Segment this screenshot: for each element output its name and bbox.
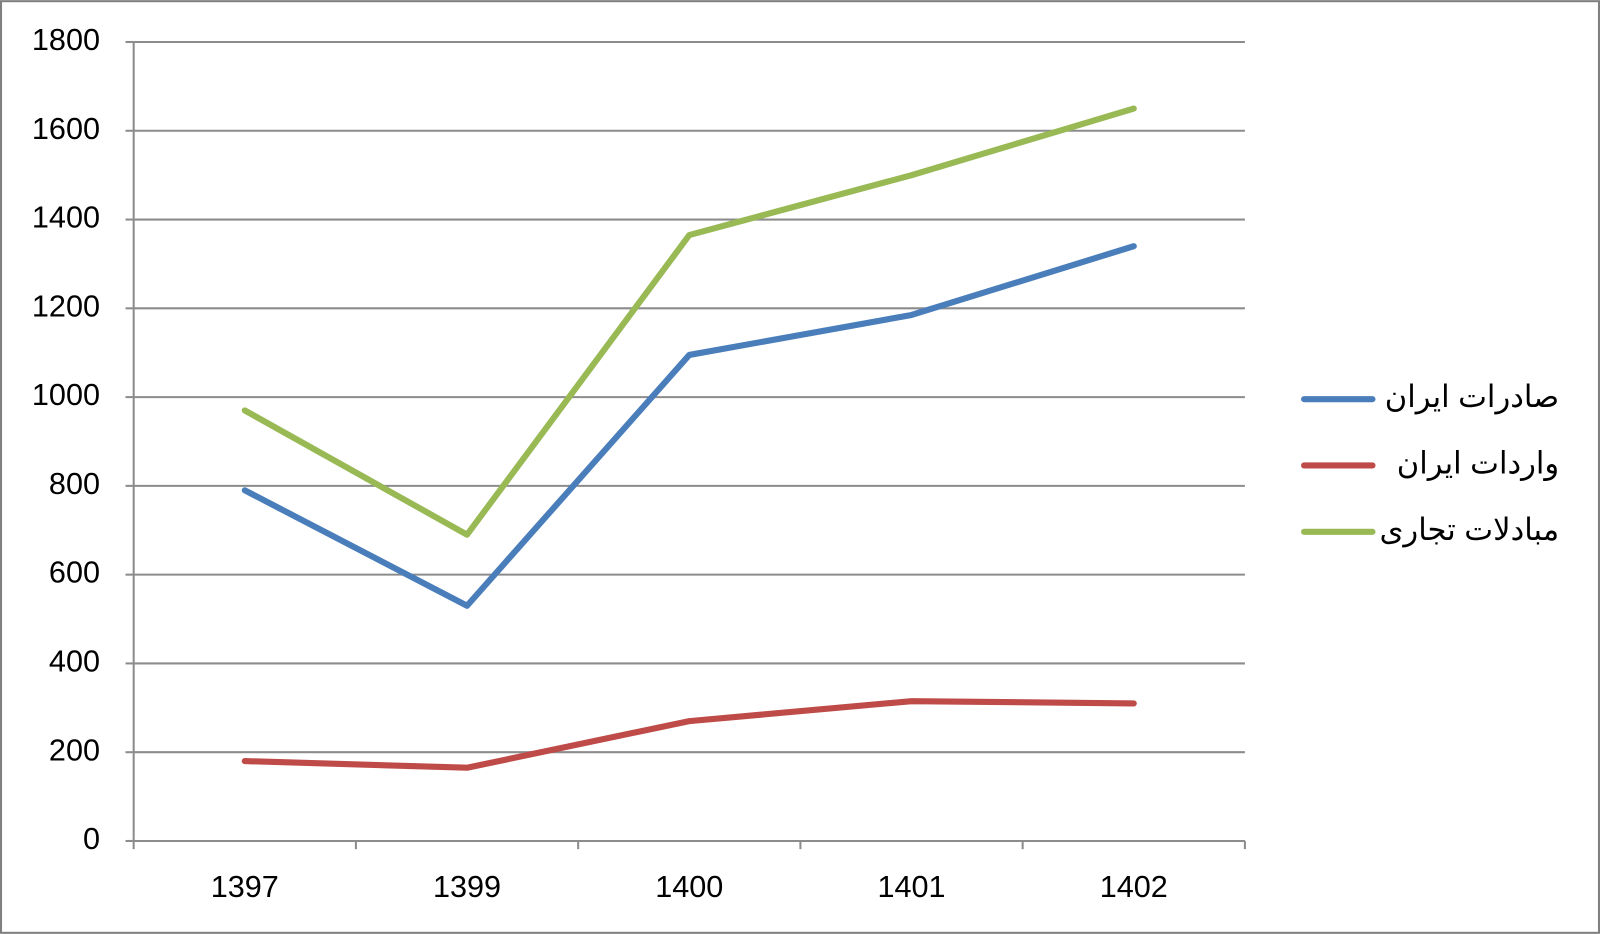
y-tick-label: 1400 (32, 201, 100, 235)
x-tick-label: 1401 (877, 870, 945, 904)
y-tick-label: 200 (49, 733, 100, 767)
y-tick-label: 600 (49, 556, 100, 590)
x-tick-label: 1402 (1100, 870, 1168, 904)
legend-label: مبادلات تجاری (1379, 513, 1559, 547)
series-line (241, 698, 1137, 771)
legend-label: واردات ایران (1397, 447, 1559, 482)
y-tick-label: 800 (49, 467, 100, 501)
y-tick-label: 400 (49, 645, 100, 679)
y-tick-label: 0 (83, 822, 100, 856)
series-line (241, 105, 1137, 538)
series-line (241, 243, 1137, 609)
y-tick-label: 1200 (32, 289, 100, 323)
x-tick-label: 1399 (433, 870, 501, 904)
y-tick-label: 1000 (32, 378, 100, 412)
y-tick-label: 1600 (32, 112, 100, 146)
x-tick-label: 1397 (211, 870, 279, 904)
y-tick-label: 1800 (32, 23, 100, 57)
legend-label: صادرات ایران (1385, 380, 1559, 415)
x-tick-label: 1400 (655, 870, 723, 904)
